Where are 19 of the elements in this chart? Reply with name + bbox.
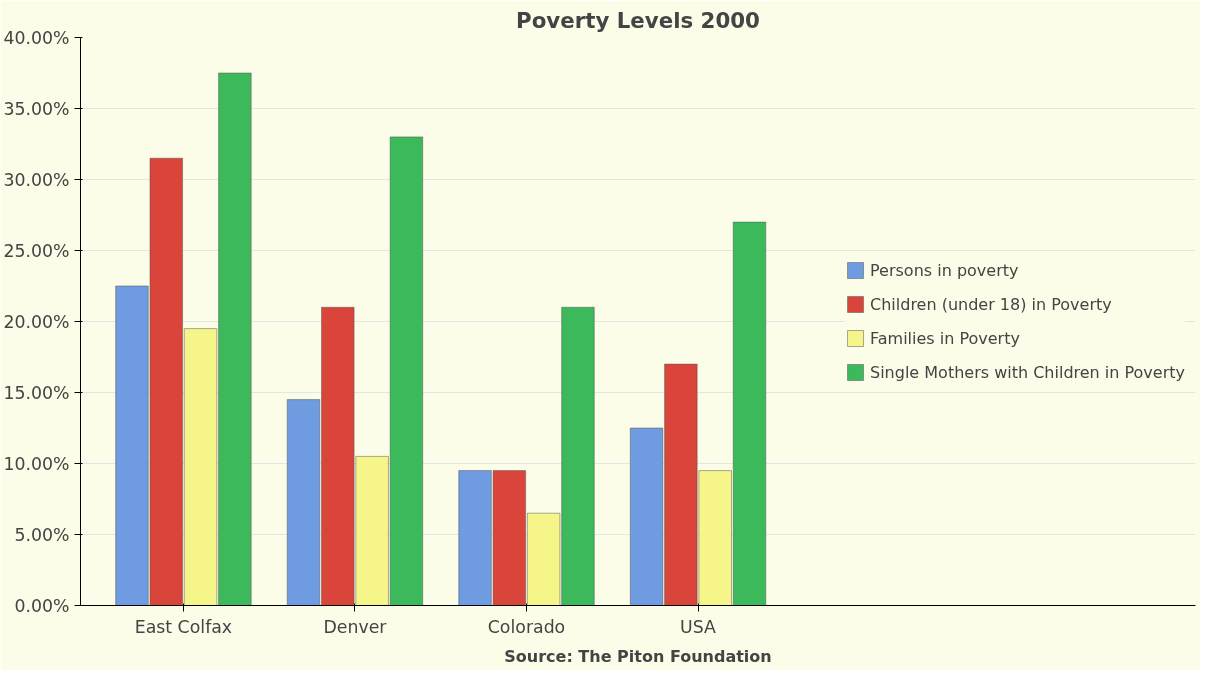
x-tick-label: Colorado — [487, 616, 566, 637]
y-tick-label: 40.00% — [3, 27, 70, 48]
y-tick-label: 10.00% — [3, 453, 70, 474]
y-tick-label: 30.00% — [3, 169, 70, 190]
legend-label: Single Mothers with Children in Poverty — [870, 362, 1185, 382]
chart-title: Poverty Levels 2000 — [516, 7, 760, 33]
y-tick-label: 35.00% — [3, 98, 70, 119]
y-tick-label: 0.00% — [14, 595, 70, 616]
legend-label: Persons in poverty — [870, 260, 1019, 280]
y-tick-label: 15.00% — [3, 382, 70, 403]
y-tick-label: 5.00% — [14, 524, 70, 545]
x-tick-label: Denver — [323, 616, 388, 637]
x-tick-label: East Colfax — [134, 616, 233, 637]
x-tick-label: USA — [680, 616, 717, 637]
y-tick-label: 20.00% — [3, 311, 70, 332]
legend-label: Children (under 18) in Poverty — [870, 294, 1112, 314]
legend-label: Families in Poverty — [870, 328, 1020, 348]
y-tick-label: 25.00% — [3, 240, 70, 261]
source-note: Source: The Piton Foundation — [504, 646, 772, 666]
